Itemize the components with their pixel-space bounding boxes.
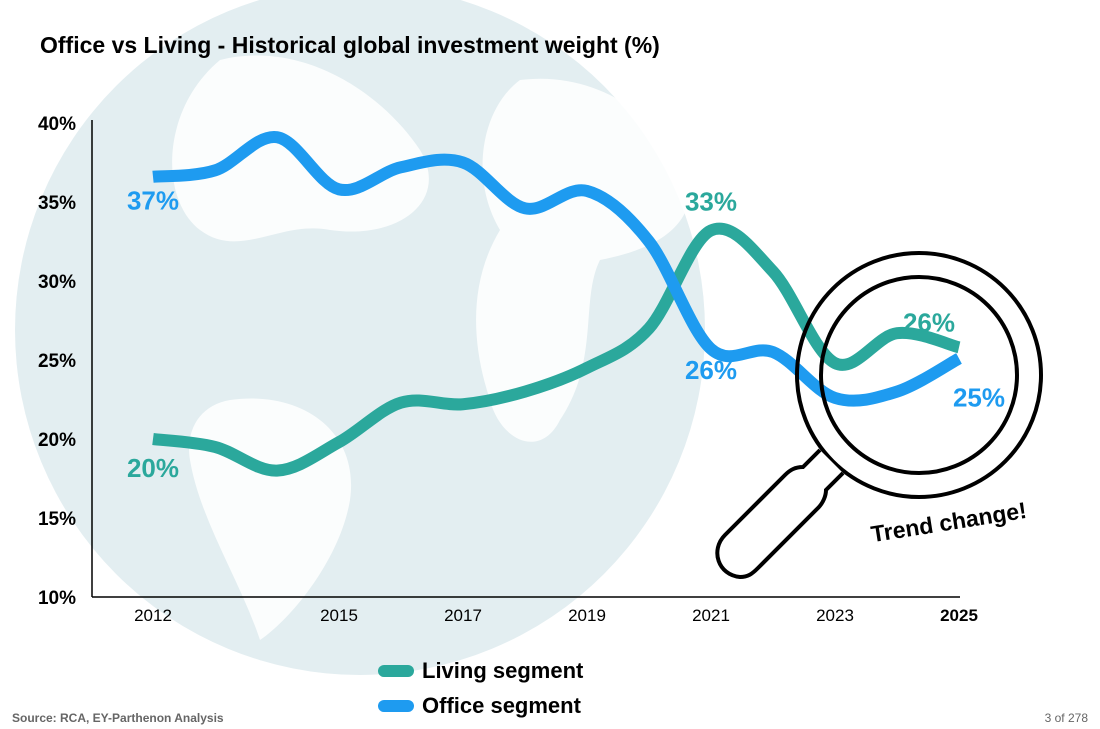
y-tick-label: 30%: [38, 272, 76, 293]
series-line-living: [152, 222, 961, 477]
trend-change-annotation: Trend change!: [869, 497, 1028, 547]
data-label: 33%: [685, 186, 737, 216]
y-tick-label: 25%: [38, 351, 76, 372]
legend-item-office: Office segment: [378, 693, 581, 719]
legend-swatch-living: [378, 665, 414, 677]
data-label: 25%: [953, 382, 1005, 412]
page-indicator: 3 of 278: [1044, 711, 1088, 725]
legend-label: Living segment: [422, 658, 584, 683]
globe-background: [15, 0, 705, 675]
y-tick-label: 20%: [38, 430, 76, 451]
chart-title: Office vs Living - Historical global inv…: [40, 32, 660, 58]
x-tick-label: 2015: [320, 606, 358, 625]
data-label: 20%: [127, 453, 179, 483]
y-tick-label: 10%: [38, 588, 76, 609]
x-tick-label: 2025: [940, 606, 978, 625]
magnifier-icon: [715, 251, 1043, 580]
source-note: Source: RCA, EY-Parthenon Analysis: [12, 711, 224, 725]
x-tick-label: 2021: [692, 606, 730, 625]
x-tick-label: 2012: [134, 606, 172, 625]
y-tick-label: 40%: [38, 114, 76, 135]
legend-label: Office segment: [422, 693, 581, 718]
x-tick-label: 2017: [444, 606, 482, 625]
data-label: 26%: [903, 307, 955, 337]
data-label: 26%: [685, 355, 737, 385]
x-tick-label: 2023: [816, 606, 854, 625]
legend-item-living: Living segment: [378, 658, 583, 684]
data-label: 37%: [127, 186, 179, 216]
y-tick-label: 15%: [38, 509, 76, 530]
y-tick-label: 35%: [38, 193, 76, 214]
legend-swatch-office: [378, 700, 414, 712]
x-tick-label: 2019: [568, 606, 606, 625]
